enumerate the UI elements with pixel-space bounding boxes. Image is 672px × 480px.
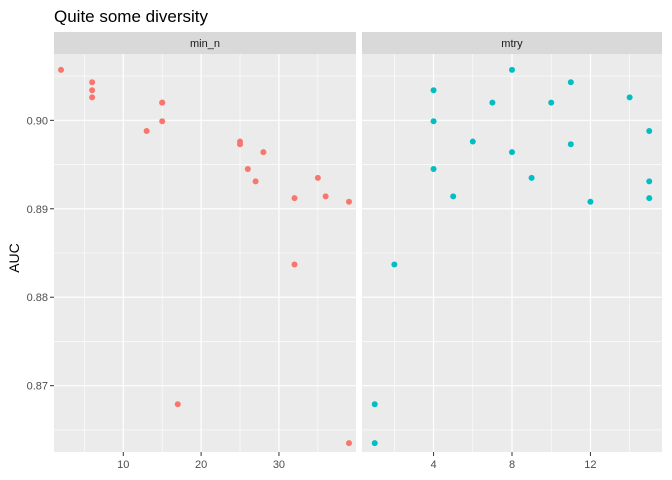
y-tick-label: 0.90 — [27, 115, 48, 127]
data-point — [89, 94, 96, 101]
x-tick-label: 30 — [273, 459, 285, 471]
data-point — [587, 198, 594, 205]
facet-strip — [54, 32, 356, 54]
facet-strip — [362, 32, 662, 54]
facet-strip-label: mtry — [501, 38, 523, 50]
y-tick-label: 0.88 — [27, 292, 48, 304]
data-point — [345, 440, 352, 447]
data-point — [469, 138, 476, 145]
data-point — [143, 127, 150, 134]
data-point — [509, 149, 515, 156]
data-point — [322, 193, 329, 200]
data-point — [159, 118, 166, 125]
data-point — [89, 79, 96, 86]
x-tick-label: 10 — [117, 459, 129, 471]
data-point — [244, 165, 251, 172]
chart-title: Quite some diversity — [54, 7, 208, 26]
data-point — [646, 178, 653, 185]
data-point — [371, 401, 378, 408]
x-tick-label: 12 — [584, 459, 596, 471]
data-point — [371, 440, 378, 447]
data-point — [237, 141, 244, 148]
data-point — [430, 165, 437, 172]
y-axis-title: AUC — [6, 243, 22, 273]
data-point — [548, 99, 555, 106]
data-point — [567, 79, 574, 86]
y-tick-label: 0.89 — [27, 204, 48, 216]
data-point — [646, 127, 653, 134]
data-point — [345, 198, 352, 205]
data-point — [430, 87, 437, 94]
data-point — [430, 118, 437, 125]
x-tick-label: 20 — [195, 459, 207, 471]
data-point — [252, 178, 259, 185]
data-point — [626, 94, 633, 101]
data-point — [260, 149, 267, 156]
data-point — [291, 195, 298, 202]
facet-panel-min_n: min_n 10 20 30 — [54, 32, 356, 471]
data-point — [509, 66, 515, 73]
data-point — [291, 261, 298, 268]
data-point — [528, 174, 535, 181]
data-point — [450, 193, 457, 200]
data-point — [89, 87, 96, 94]
x-tick-label: 4 — [431, 459, 437, 471]
facet-panels: 0.87 0.88 0.89 0.90 min_n 10 20 30 mtry 4 8 12 — [27, 32, 662, 471]
data-point — [391, 261, 398, 268]
y-tick-label: 0.87 — [27, 381, 48, 393]
x-tick-label: 8 — [509, 459, 515, 471]
facet-strip-label: min_n — [190, 38, 220, 50]
data-point — [489, 99, 496, 106]
facet-panel-mtry: mtry 4 8 12 — [362, 32, 662, 471]
data-point — [159, 99, 166, 106]
data-point — [58, 66, 65, 73]
data-point — [646, 195, 653, 202]
data-point — [174, 401, 181, 408]
data-point — [314, 174, 321, 181]
data-point — [567, 141, 574, 148]
